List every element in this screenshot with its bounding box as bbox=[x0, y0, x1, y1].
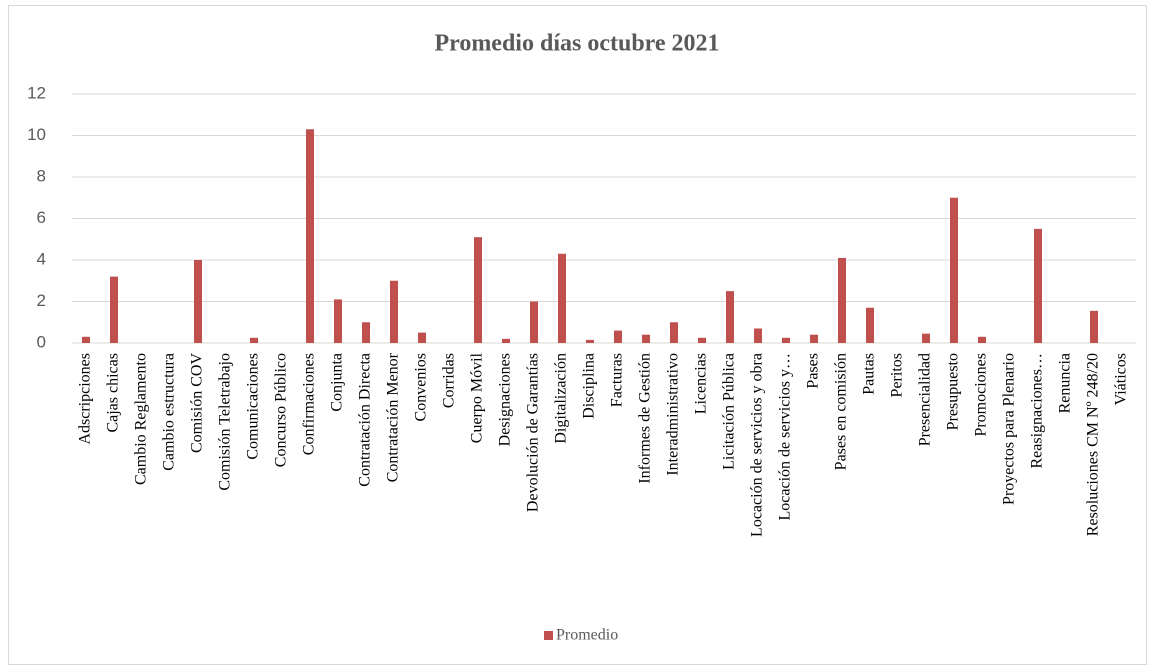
chart-title: Promedio días octubre 2021 bbox=[434, 31, 719, 57]
x-tick-label: Cajas chicas bbox=[105, 353, 122, 433]
x-tick-label: Informes de Gestión bbox=[637, 353, 654, 484]
bar bbox=[250, 337, 258, 343]
x-tick-label: Disciplina bbox=[581, 353, 598, 419]
x-tick-label: Peritos bbox=[889, 353, 906, 397]
bar bbox=[530, 301, 538, 343]
x-tick-label: Locación de servicios y obra bbox=[749, 353, 766, 537]
bar bbox=[978, 336, 986, 343]
x-tick-label: Viáticos bbox=[1113, 353, 1130, 405]
bar bbox=[614, 330, 622, 343]
bar bbox=[474, 237, 482, 343]
x-tick-label: Contratación Directa bbox=[357, 353, 374, 487]
x-tick-label: Confirmaciones bbox=[301, 353, 318, 455]
x-tick-label: Presencialidad bbox=[917, 353, 934, 446]
x-tick-label: Facturas bbox=[609, 353, 626, 407]
bar bbox=[110, 276, 118, 343]
bar bbox=[950, 197, 958, 343]
bar bbox=[754, 328, 762, 343]
bar bbox=[390, 280, 398, 343]
bar bbox=[698, 337, 706, 343]
x-tick-label: Proyectos para Plenario bbox=[1001, 353, 1018, 505]
x-tick-label: Promociones bbox=[973, 353, 990, 437]
x-tick-label: Concurso Público bbox=[273, 353, 290, 467]
bar bbox=[418, 332, 426, 343]
bar bbox=[586, 339, 594, 343]
x-tick-label: Comunicaciones bbox=[245, 353, 262, 460]
x-tick-label: Designaciones bbox=[497, 353, 514, 446]
bar bbox=[782, 337, 790, 343]
y-tick-label: 10 bbox=[27, 125, 46, 144]
x-tick-label: Corridas bbox=[441, 353, 458, 408]
x-tick-label: Digitalización bbox=[553, 353, 570, 444]
x-tick-label: Comisión COV bbox=[189, 353, 206, 453]
x-tick-label: Interadministrativo bbox=[665, 353, 682, 476]
x-tick-label: Licitación Pública bbox=[721, 353, 738, 470]
x-tick-label: Licencias bbox=[693, 353, 710, 414]
bar bbox=[334, 299, 342, 343]
bar bbox=[726, 291, 734, 343]
bar bbox=[1090, 310, 1098, 343]
y-tick-label: 0 bbox=[37, 332, 46, 351]
bar bbox=[502, 338, 510, 343]
y-tick-label: 6 bbox=[37, 208, 46, 227]
x-tick-label: Comisión Teletrabajo bbox=[217, 353, 234, 491]
x-tick-label: Adscripciones bbox=[77, 353, 94, 445]
bar bbox=[642, 334, 650, 343]
x-tick-label: Presupuesto bbox=[945, 353, 962, 430]
y-tick-label: 2 bbox=[37, 291, 46, 310]
x-tick-label: Pautas bbox=[861, 353, 878, 395]
bar bbox=[362, 322, 370, 343]
bar bbox=[558, 253, 566, 343]
x-tick-label: Reasignaciones… bbox=[1029, 353, 1046, 469]
bar bbox=[82, 336, 90, 343]
x-tick-label: Pases en comisión bbox=[833, 353, 850, 470]
x-tick-label: Cambio estructura bbox=[161, 353, 178, 471]
x-tick-label: Pases bbox=[805, 353, 822, 389]
bar bbox=[810, 334, 818, 343]
x-tick-label: Conjunta bbox=[329, 353, 346, 412]
y-tick-label: 12 bbox=[27, 83, 46, 102]
bar bbox=[670, 322, 678, 343]
x-tick-label: Renuncia bbox=[1057, 353, 1074, 413]
bar bbox=[838, 257, 846, 343]
legend-swatch bbox=[544, 631, 553, 640]
bar bbox=[922, 333, 930, 343]
x-tick-label: Cambio Reglamento bbox=[133, 353, 150, 485]
bar bbox=[866, 307, 874, 343]
x-tick-label: Resoluciones CM Nº 248/20 bbox=[1085, 353, 1102, 536]
bar bbox=[1034, 228, 1042, 343]
bar bbox=[194, 260, 202, 343]
x-tick-label: Contratación Menor bbox=[385, 352, 402, 482]
bar bbox=[306, 129, 314, 343]
x-tick-label: Locación de servicios y… bbox=[777, 353, 794, 521]
x-tick-label: Convenios bbox=[413, 353, 430, 421]
y-tick-label: 8 bbox=[37, 166, 46, 185]
legend-label: Promedio bbox=[556, 627, 618, 644]
x-tick-label: Devolución de Garantías bbox=[525, 353, 542, 512]
x-tick-label: Cuerpo Móvil bbox=[469, 352, 486, 443]
chart-border bbox=[8, 5, 1147, 665]
y-tick-label: 4 bbox=[37, 249, 46, 268]
